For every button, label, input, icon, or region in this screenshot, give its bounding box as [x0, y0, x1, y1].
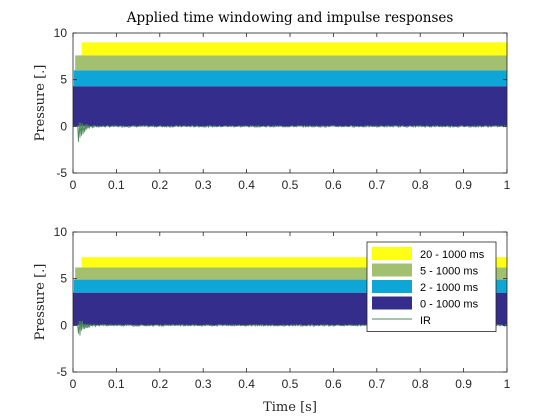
x-tick-label: 0.9	[455, 377, 472, 391]
x-tick-label: 0.7	[368, 377, 385, 391]
x-tick-label: 0.5	[282, 377, 299, 391]
legend-label: 20 - 1000 ms	[420, 249, 485, 261]
legend-label: IR	[420, 315, 431, 327]
x-tick-label: 0.6	[325, 178, 342, 192]
x-tick-label: 0.8	[412, 178, 429, 192]
chart-title: Applied time windowing and impulse respo…	[126, 10, 454, 26]
x-tick-label: 0	[70, 377, 77, 391]
window-band-3	[81, 42, 508, 56]
legend-swatch	[372, 247, 412, 260]
y-tick-label: 10	[54, 26, 68, 40]
legend-swatch	[372, 296, 412, 310]
legend-label: 0 - 1000 ms	[420, 299, 479, 311]
x-tick-label: 0.8	[412, 377, 429, 391]
y-axis-label: Pressure [.]	[33, 65, 48, 142]
y-tick-label: 5	[60, 272, 67, 286]
x-tick-label: 0.4	[238, 377, 255, 391]
y-tick-label: 0	[60, 119, 67, 133]
window-band-0	[73, 86, 507, 127]
window-band-3	[81, 257, 508, 268]
y-tick-label: -5	[56, 365, 67, 379]
y-tick-label: 5	[60, 73, 67, 87]
x-tick-label: 0.7	[368, 178, 385, 192]
plot-2: 0 0.1 0.2 0.3 0.4 0.5 0.6 0.7 0.8 0.9 1-50510Press…	[33, 225, 511, 415]
y-tick-label: 0	[60, 318, 67, 332]
x-tick-label: 0.9	[455, 178, 472, 192]
x-tick-label: 0.2	[151, 178, 168, 192]
x-tick-label: 0	[70, 178, 77, 192]
x-tick-label: 0.4	[238, 178, 255, 192]
x-tick-label: 0.3	[195, 377, 212, 391]
x-tick-label: 1	[504, 178, 511, 192]
legend-label: 5 - 1000 ms	[420, 266, 479, 278]
plot-1: 0 0.1 0.2 0.3 0.4 0.5 0.6 0.7 0.8 0.9 1-50510Press…	[33, 10, 511, 192]
legend: 20 - 1000 ms 5 - 1000 ms 2 - 1000 ms 0 - 10…	[366, 241, 497, 332]
window-band-1	[73, 70, 508, 87]
x-axis-label: Time [s]	[263, 400, 317, 415]
y-axis-label: Pressure [.]	[33, 264, 48, 341]
x-tick-label: 0.1	[108, 377, 125, 391]
legend-swatch	[372, 280, 412, 293]
x-tick-label: 0.5	[282, 178, 299, 192]
x-tick-label: 0.1	[108, 178, 125, 192]
y-tick-label: 10	[54, 225, 68, 239]
y-tick-label: -5	[56, 166, 67, 180]
legend-label: 2 - 1000 ms	[420, 282, 479, 294]
x-tick-label: 0.2	[151, 377, 168, 391]
impulse-response-line	[73, 122, 508, 143]
x-tick-label: 1	[504, 377, 511, 391]
legend-swatch	[372, 263, 412, 277]
x-tick-label: 0.3	[195, 178, 212, 192]
window-band-2	[75, 55, 508, 71]
x-tick-label: 0.6	[325, 377, 342, 391]
